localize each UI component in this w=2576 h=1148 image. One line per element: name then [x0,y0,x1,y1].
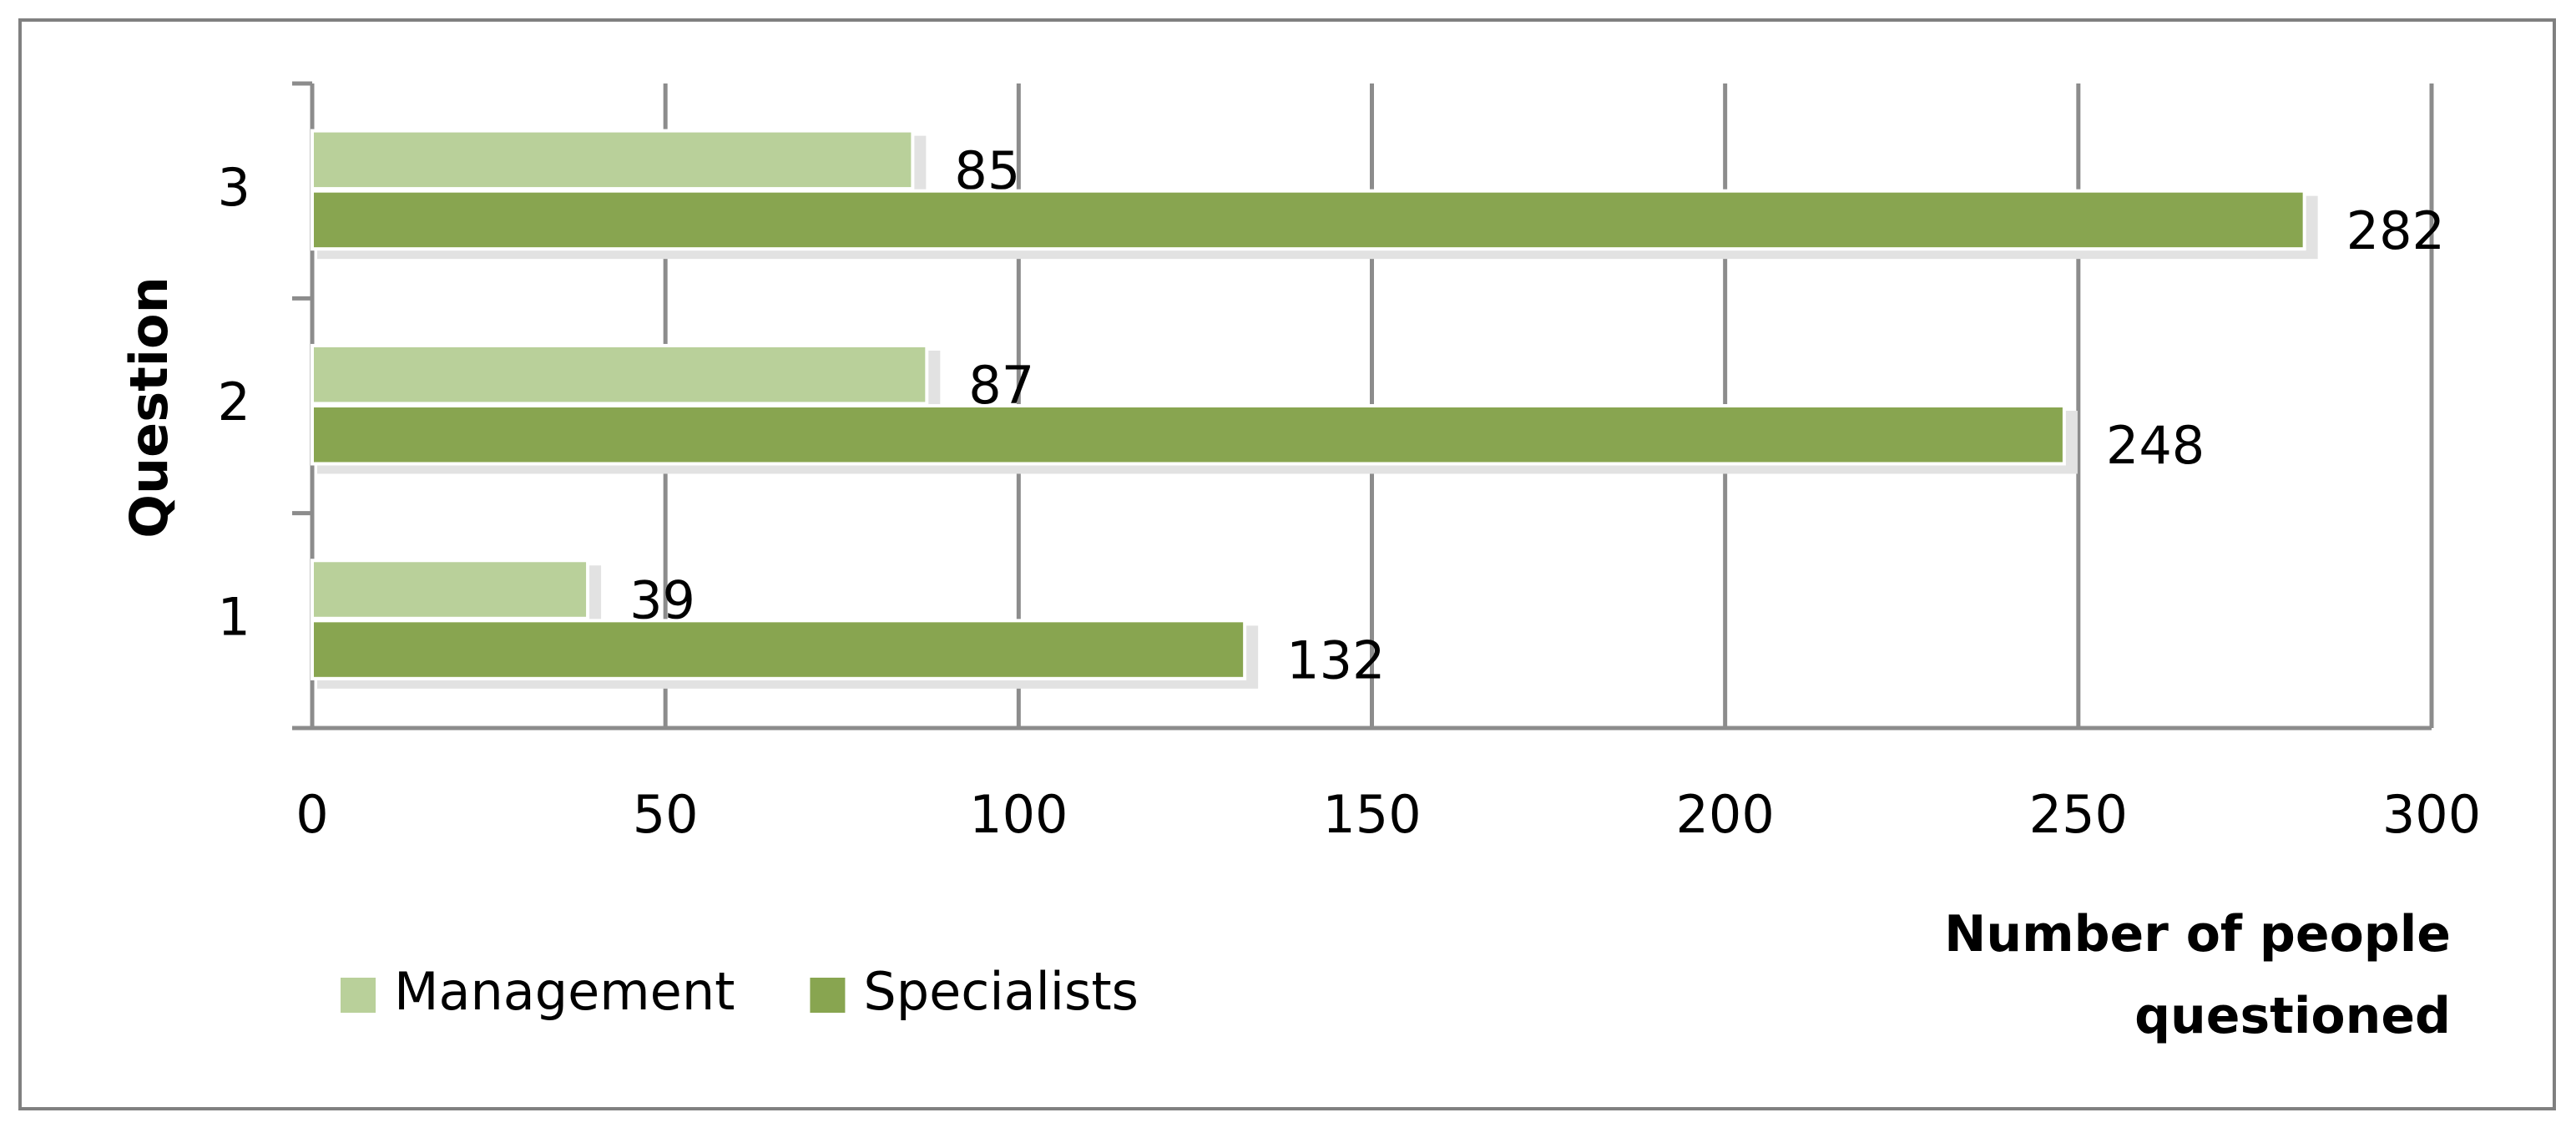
x-tick-label: 250 [2029,784,2128,845]
y-axis-label: Question [119,276,179,538]
x-tick-label: 50 [633,784,699,845]
data-label: 282 [2346,200,2445,261]
bar [311,404,2066,466]
bar [311,343,929,406]
x-tick-label: 200 [1675,784,1774,845]
bar [311,619,1247,680]
x-axis-label: Number of people questioned [1944,905,2451,1045]
legend-label: Management [394,961,735,1022]
y-tick-label: 1 [218,586,250,647]
x-tick-label: 0 [295,784,328,845]
legend-label: Specialists [863,961,1139,1022]
x-tick-label: 100 [969,784,1068,845]
bar [311,189,2306,251]
x-tick-label: 150 [1322,784,1421,845]
chart-frame [18,18,2556,1110]
y-tick-label: 2 [218,372,250,432]
data-label: 132 [1286,630,1385,691]
bar [311,129,915,191]
x-tick-label: 300 [2382,784,2481,845]
y-tick-label: 3 [218,157,250,218]
bar [311,559,590,620]
legend-swatch [341,978,376,1013]
legend-swatch [810,978,846,1013]
data-label: 248 [2106,415,2205,476]
